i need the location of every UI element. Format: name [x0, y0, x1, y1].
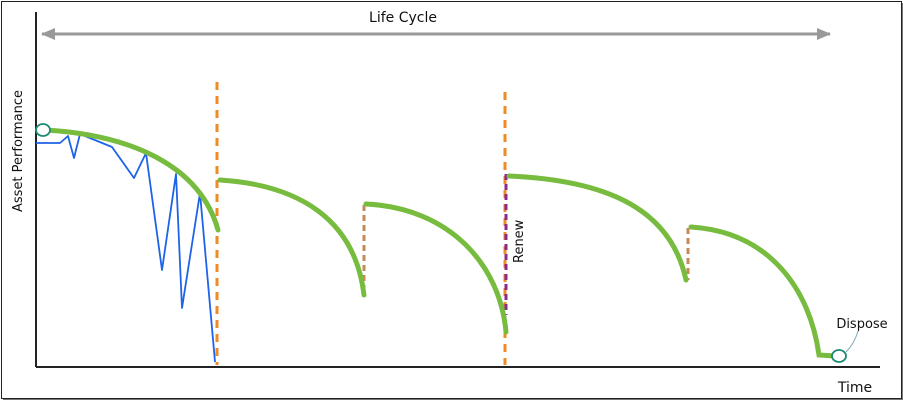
performance-curve-5	[688, 224, 838, 359]
y-axis-label: Asset Performance	[11, 90, 26, 212]
dispose-callout-line	[845, 330, 859, 353]
life-cycle-title: Life Cycle	[369, 10, 437, 26]
maintenance-line	[36, 133, 216, 363]
performance-curve-4	[506, 173, 689, 283]
performance-curve-3	[363, 201, 509, 335]
dispose-label: Dispose	[836, 317, 887, 332]
performance-curve-1	[43, 127, 221, 233]
dispose-point-marker	[831, 349, 847, 363]
start-point-marker	[35, 123, 51, 137]
performance-curve-2	[217, 177, 367, 298]
x-axis-label: Time	[837, 380, 872, 396]
renew-label: Renew	[512, 219, 527, 263]
